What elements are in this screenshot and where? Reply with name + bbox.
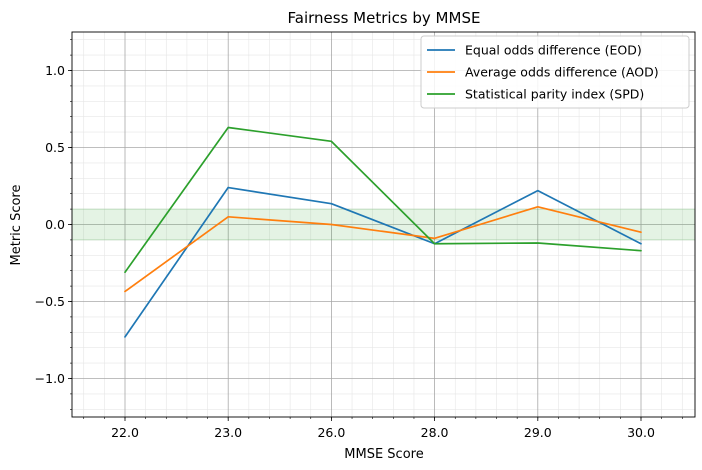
series-line-3 (124, 126, 642, 274)
x-tick-label: 29.0 (524, 425, 552, 440)
x-tick-label: 22.0 (111, 425, 139, 440)
ticks: 22.0 23.0 26.0 28.0 29.0 30.0 −1.0 −0.5 0.0 0.5 1.… (35, 39, 683, 440)
legend-box (420, 35, 690, 109)
legend-label-3: Statistical parity index (SPD) (465, 87, 644, 102)
y-axis-label: Metric Score (9, 185, 24, 266)
x-axis-label: MMSE Score (344, 447, 423, 462)
x-tick-label: 28.0 (421, 425, 449, 440)
series-lines (124, 126, 642, 338)
chart-title: Fairness Metrics by MMSE (288, 9, 481, 27)
x-tick-label: 26.0 (317, 425, 345, 440)
y-tick-label: −0.5 (35, 294, 65, 309)
x-tick-label: 23.0 (214, 425, 242, 440)
legend-label-2: Average odds difference (AOD) (465, 65, 659, 80)
y-tick-label: −1.0 (35, 371, 65, 386)
x-tick-label: 30.0 (627, 425, 655, 440)
legend: Equal odds difference (EOD) Average odds … (420, 35, 690, 109)
y-tick-label: 0.0 (45, 217, 65, 232)
series-line-1 (124, 186, 642, 338)
grid (72, 32, 695, 417)
y-tick-label: 1.0 (45, 63, 65, 78)
y-tick-label: 0.5 (45, 140, 65, 155)
legend-label-1: Equal odds difference (EOD) (465, 43, 642, 58)
series-line-2 (124, 205, 642, 293)
